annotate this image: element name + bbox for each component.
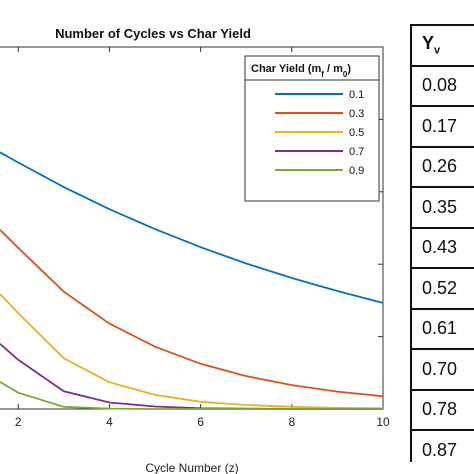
table-row: 0.70	[410, 348, 474, 391]
table-row: 0.78	[410, 388, 474, 431]
table-cell-yv: 0.87	[410, 429, 474, 462]
legend-label-0-7: 0.7	[349, 146, 364, 158]
plot-area: 2 4 6 8 10 Char Yield (mf / m0) 0.1 0.3 0.5 0.7 0.…	[0, 46, 390, 429]
table-cell-yv: 0.61	[410, 307, 474, 350]
series-line-0-5	[0, 293, 384, 410]
table-row: 0.87	[410, 429, 474, 462]
table-row: 0.61	[410, 307, 474, 350]
table-row: 0.08	[410, 64, 474, 107]
series-line-0-3	[0, 229, 384, 398]
legend-title: Char Yield (mf / m0)	[251, 63, 351, 79]
table-row: 0.35	[410, 186, 474, 229]
x-tick-label-10: 10	[376, 415, 390, 429]
table-cell-yv: 0.78	[410, 388, 474, 431]
table-row: 0.17	[410, 105, 474, 148]
series-line-0-7	[0, 343, 383, 410]
series-line-0-9	[0, 381, 383, 410]
table-cell-yv: 0.52	[410, 267, 474, 310]
x-axis-label: Cycle Number (z)	[145, 461, 238, 474]
table-cell-yv: 0.17	[410, 105, 474, 148]
table-cell-yv: 0.26	[410, 145, 474, 188]
x-tick-label-6: 6	[197, 415, 204, 429]
table-row: 0.26	[410, 145, 474, 188]
table-cell-yv: 0.70	[410, 348, 474, 391]
series-line-0-1	[0, 151, 384, 304]
table-row: 0.52	[410, 267, 474, 310]
char-yield-table: Yv 0.08 0.17 0.26 0.35 0.43 0.52 0.61 0.70 0.78 0…	[410, 24, 474, 462]
table-body: 0.08 0.17 0.26 0.35 0.43 0.52 0.61 0.70 0.78 0.87	[410, 64, 474, 462]
legend-label-0-3: 0.3	[349, 108, 364, 120]
table-cell-yv: 0.43	[410, 226, 474, 269]
header-main-text: Y	[422, 33, 435, 54]
table-cell-yv: 0.08	[410, 64, 474, 107]
legend-label-0-9: 0.9	[349, 165, 364, 177]
table-row: 0.43	[410, 226, 474, 269]
x-tick-label-4: 4	[106, 415, 113, 429]
x-tick-label-2: 2	[15, 415, 22, 429]
table-header-yv: Yv	[410, 24, 474, 67]
chart-title: Number of Cycles vs Char Yield	[55, 26, 251, 41]
header-sub-text: v	[434, 45, 441, 58]
legend-label-0-5: 0.5	[349, 127, 364, 139]
legend-label-0-1: 0.1	[349, 89, 364, 101]
char-yield-table-panel: Yv 0.08 0.17 0.26 0.35 0.43 0.52 0.61 0.70 0.78 0…	[410, 24, 474, 462]
table-header-row: Yv	[410, 24, 474, 67]
table-cell-yv: 0.35	[410, 186, 474, 229]
x-tick-label-8: 8	[288, 415, 295, 429]
